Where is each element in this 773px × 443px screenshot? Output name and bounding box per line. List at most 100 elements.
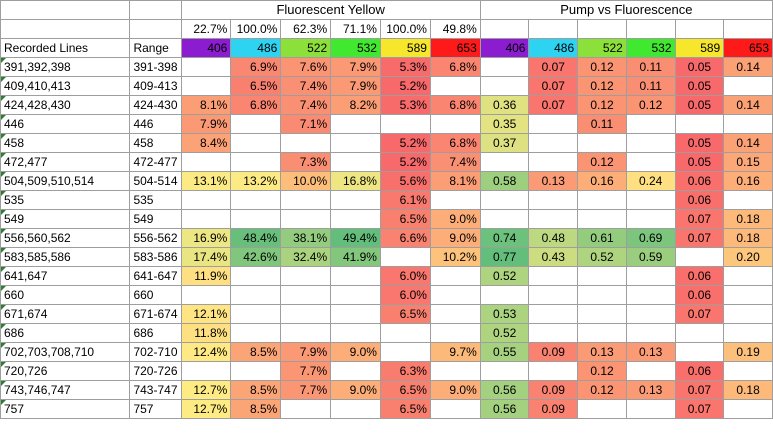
fluorescence-cell[interactable]: 6.5% xyxy=(379,380,431,400)
fluorescence-cell[interactable] xyxy=(180,361,232,381)
fluorescence-cell[interactable]: 6.8% xyxy=(429,133,481,153)
pump-ratio-cell[interactable]: 0.07 xyxy=(528,95,579,115)
pump-ratio-cell[interactable]: 0.05 xyxy=(674,95,725,115)
pump-ratio-cell[interactable]: 0.07 xyxy=(674,399,725,419)
fluorescence-cell[interactable] xyxy=(429,190,481,210)
fluorescence-cell[interactable]: 10.2% xyxy=(429,247,481,267)
pump-ratio-cell[interactable]: 0.15 xyxy=(723,152,773,172)
pump-ratio-cell[interactable]: 0.61 xyxy=(577,228,627,248)
wavelength-header[interactable]: 486 xyxy=(528,38,579,58)
pump-ratio-cell[interactable]: 0.06 xyxy=(674,266,725,286)
range-cell[interactable]: 743-747 xyxy=(129,380,182,400)
fluorescence-cell[interactable]: 11.9% xyxy=(180,266,232,286)
empty-cell[interactable] xyxy=(723,19,773,39)
fluorescence-cell[interactable]: 9.0% xyxy=(429,209,481,229)
recorded-lines-cell[interactable]: 556,560,562 xyxy=(0,228,131,248)
fluorescence-cell[interactable]: 7.7% xyxy=(280,361,332,381)
fluorescence-cell[interactable] xyxy=(230,304,282,324)
fluorescence-cell[interactable] xyxy=(429,323,481,343)
pump-ratio-cell[interactable]: 0.53 xyxy=(479,304,530,324)
pump-ratio-cell[interactable] xyxy=(577,399,627,419)
pump-ratio-cell[interactable] xyxy=(528,209,579,229)
percent-cell[interactable]: 100.0% xyxy=(379,19,431,39)
fluorescence-cell[interactable]: 6.8% xyxy=(429,95,481,115)
pump-ratio-cell[interactable] xyxy=(625,323,676,343)
pump-ratio-cell[interactable]: 0.16 xyxy=(577,171,627,191)
pump-ratio-cell[interactable]: 0.05 xyxy=(674,133,725,153)
range-cell[interactable]: 720-726 xyxy=(129,361,182,381)
fluorescence-cell[interactable]: 10.0% xyxy=(280,171,332,191)
recorded-lines-cell[interactable]: 720,726 xyxy=(0,361,131,381)
wavelength-header[interactable]: 532 xyxy=(330,38,381,58)
pump-ratio-cell[interactable] xyxy=(577,190,627,210)
fluorescence-cell[interactable] xyxy=(280,133,332,153)
wavelength-header[interactable]: 589 xyxy=(379,38,431,58)
range-cell[interactable]: 549 xyxy=(129,209,182,229)
pump-ratio-cell[interactable]: 0.06 xyxy=(674,361,725,381)
pump-ratio-cell[interactable]: 0.74 xyxy=(479,228,530,248)
pump-ratio-cell[interactable]: 0.13 xyxy=(625,380,676,400)
fluorescence-cell[interactable] xyxy=(230,285,282,305)
recorded-lines-cell[interactable]: 660 xyxy=(0,285,131,305)
empty-cell[interactable] xyxy=(129,19,182,39)
pump-ratio-cell[interactable] xyxy=(625,285,676,305)
pump-ratio-cell[interactable]: 0.56 xyxy=(479,399,530,419)
fluorescence-cell[interactable]: 5.6% xyxy=(379,171,431,191)
empty-cell[interactable] xyxy=(129,0,182,20)
pump-ratio-cell[interactable] xyxy=(625,190,676,210)
fluorescence-cell[interactable]: 8.1% xyxy=(180,95,232,115)
fluorescence-cell[interactable]: 7.4% xyxy=(280,76,332,96)
fluorescence-cell[interactable]: 7.9% xyxy=(330,76,381,96)
pump-ratio-cell[interactable]: 0.77 xyxy=(479,247,530,267)
fluorescence-cell[interactable] xyxy=(379,342,431,362)
pump-ratio-cell[interactable] xyxy=(625,399,676,419)
range-cell[interactable]: 686 xyxy=(129,323,182,343)
recorded-lines-cell[interactable]: 757 xyxy=(0,399,131,419)
fluorescence-cell[interactable]: 13.2% xyxy=(230,171,282,191)
fluorescence-cell[interactable] xyxy=(180,285,232,305)
range-cell[interactable]: 446 xyxy=(129,114,182,134)
pump-ratio-cell[interactable] xyxy=(577,209,627,229)
fluorescence-cell[interactable]: 6.5% xyxy=(379,399,431,419)
pump-ratio-cell[interactable] xyxy=(723,361,773,381)
fluorescence-cell[interactable] xyxy=(330,209,381,229)
fluorescence-cell[interactable]: 6.1% xyxy=(379,190,431,210)
pump-ratio-cell[interactable]: 0.07 xyxy=(674,304,725,324)
range-cell[interactable]: 556-562 xyxy=(129,228,182,248)
fluorescence-cell[interactable] xyxy=(330,190,381,210)
pump-ratio-cell[interactable]: 0.12 xyxy=(577,361,627,381)
pump-ratio-cell[interactable]: 0.09 xyxy=(528,399,579,419)
fluorescence-cell[interactable]: 6.3% xyxy=(379,361,431,381)
pump-ratio-cell[interactable]: 0.12 xyxy=(625,95,676,115)
empty-cell[interactable] xyxy=(479,19,530,39)
empty-cell[interactable] xyxy=(0,0,131,20)
pump-ratio-cell[interactable] xyxy=(577,133,627,153)
fluorescence-cell[interactable] xyxy=(230,152,282,172)
fluorescence-cell[interactable]: 8.1% xyxy=(429,171,481,191)
pump-ratio-cell[interactable]: 0.14 xyxy=(723,57,773,77)
pump-ratio-cell[interactable] xyxy=(577,304,627,324)
percent-cell[interactable]: 49.8% xyxy=(429,19,481,39)
pump-ratio-cell[interactable] xyxy=(479,361,530,381)
fluorescence-cell[interactable]: 12.1% xyxy=(180,304,232,324)
fluorescence-cell[interactable] xyxy=(280,266,332,286)
pump-ratio-cell[interactable] xyxy=(723,114,773,134)
fluorescence-cell[interactable] xyxy=(230,133,282,153)
empty-cell[interactable] xyxy=(0,19,131,39)
empty-cell[interactable] xyxy=(674,19,725,39)
pump-ratio-cell[interactable] xyxy=(723,304,773,324)
pump-ratio-cell[interactable]: 0.35 xyxy=(479,114,530,134)
pump-ratio-cell[interactable] xyxy=(528,133,579,153)
fluorescence-cell[interactable]: 6.8% xyxy=(230,95,282,115)
pump-ratio-cell[interactable]: 0.52 xyxy=(479,266,530,286)
fluorescence-cell[interactable] xyxy=(230,361,282,381)
range-cell[interactable]: 583-586 xyxy=(129,247,182,267)
pump-ratio-cell[interactable] xyxy=(528,152,579,172)
wavelength-header[interactable]: 406 xyxy=(479,38,530,58)
pump-ratio-cell[interactable] xyxy=(528,266,579,286)
pump-ratio-cell[interactable] xyxy=(577,285,627,305)
fluorescence-cell[interactable] xyxy=(330,266,381,286)
wavelength-header[interactable]: 653 xyxy=(429,38,481,58)
pump-ratio-cell[interactable]: 0.18 xyxy=(723,380,773,400)
pump-ratio-cell[interactable] xyxy=(479,152,530,172)
